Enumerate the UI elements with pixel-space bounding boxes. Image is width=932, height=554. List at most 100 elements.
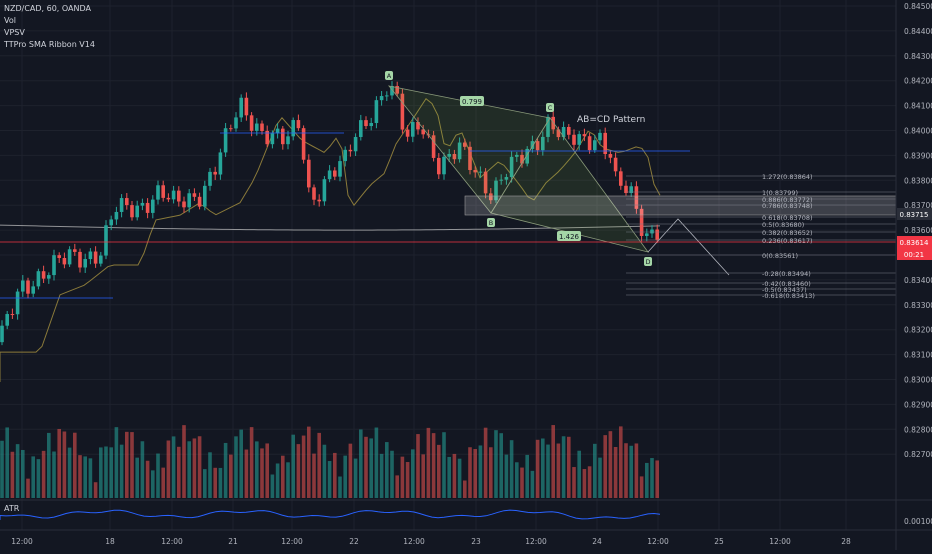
- volume-bar: [655, 460, 659, 498]
- candle-body: [10, 314, 15, 316]
- candle-body: [41, 271, 46, 279]
- volume-bar: [203, 469, 207, 498]
- candle-body: [52, 255, 56, 276]
- atr-tick-label: 0.00100: [904, 517, 932, 526]
- volume-bar: [229, 454, 233, 498]
- candle-body: [353, 137, 358, 152]
- candle-body: [265, 130, 269, 145]
- atr-indicator-label[interactable]: ATR: [4, 504, 20, 513]
- sma-ribbon-line: [0, 97, 661, 382]
- volume-bar: [260, 448, 264, 498]
- fib-level-label: 0.886(0.83772): [762, 196, 813, 204]
- symbol-title[interactable]: NZD/CAD, 60, OANDA: [4, 4, 91, 13]
- volume-bar: [109, 447, 113, 498]
- candle-body: [36, 271, 41, 287]
- volume-bar: [177, 446, 181, 498]
- time-tick-label: 21: [228, 537, 238, 546]
- candle-body: [229, 128, 233, 130]
- candle-body: [0, 325, 4, 343]
- volume-bar: [338, 476, 342, 498]
- candle-body: [286, 136, 290, 145]
- candle-body: [31, 286, 35, 294]
- candle-body: [494, 180, 498, 201]
- volume-bar: [504, 454, 509, 498]
- volume-bar: [104, 446, 108, 498]
- volume-bar: [275, 463, 280, 498]
- price-tick-label: 0.83700: [904, 201, 932, 210]
- candle-body: [390, 86, 394, 96]
- candle-body: [379, 96, 384, 101]
- candle-body: [151, 199, 155, 213]
- price-tick-label: 0.83000: [904, 376, 932, 385]
- vol-indicator-label[interactable]: Vol: [4, 16, 16, 25]
- candle-body: [369, 123, 373, 127]
- volume-bar: [234, 436, 238, 498]
- volume-bar: [171, 436, 176, 498]
- candle-body: [645, 233, 649, 236]
- candle-body: [177, 190, 181, 202]
- candle-body: [135, 205, 139, 218]
- volume-bar: [21, 449, 25, 498]
- volume-bar: [369, 438, 373, 498]
- volume-bar: [182, 425, 186, 498]
- volume-bar: [541, 438, 545, 498]
- time-tick-label: 28: [841, 537, 851, 546]
- candle-body: [203, 185, 207, 207]
- volume-bar: [598, 457, 602, 498]
- candle-body: [639, 208, 644, 236]
- fib-levels[interactable]: 1.272(0.83864)1(0.83799)0.886(0.83772)0.…: [626, 173, 896, 300]
- volume-bar: [135, 457, 139, 498]
- candle-body: [104, 225, 108, 256]
- volume-bar: [125, 431, 129, 498]
- point-a-label: A: [387, 72, 392, 80]
- price-tick-label: 0.84300: [904, 52, 932, 61]
- time-tick-label: 12:00: [525, 537, 547, 546]
- volume-bar: [619, 426, 623, 498]
- candle-body: [15, 291, 20, 315]
- candle-body: [520, 154, 524, 164]
- projection-path: [647, 218, 730, 276]
- volume-bar: [88, 458, 93, 498]
- price-tick-label: 0.83900: [904, 151, 932, 160]
- point-b-marker: [487, 218, 495, 227]
- ratio-bcd-label: 1.426: [559, 233, 580, 241]
- price-tick-label: 0.83200: [904, 326, 932, 335]
- candle-body: [619, 171, 623, 186]
- abcd-pattern[interactable]: A B C D 0.799 1.426 AB=CD Pattern: [0, 71, 897, 299]
- volume-bar: [348, 443, 353, 498]
- fib-level-label: 0.382(0.83652): [762, 229, 813, 237]
- volume-bar: [374, 427, 379, 498]
- volume-bar: [78, 455, 82, 498]
- candle-body: [234, 117, 238, 129]
- volume-bar: [634, 443, 639, 498]
- volume-bar: [197, 436, 202, 498]
- time-tick-label: 22: [349, 537, 359, 546]
- level-price-tag: 0.83715: [900, 211, 929, 219]
- time-tick-label: 12:00: [11, 537, 33, 546]
- ribbon-indicator-label[interactable]: TTPro SMA Ribbon V14: [4, 40, 95, 49]
- vpsv-indicator-label[interactable]: VPSV: [4, 28, 25, 37]
- volume-bar: [192, 438, 197, 498]
- volume-bar: [390, 450, 394, 498]
- candle-body: [478, 171, 483, 173]
- volume-bar: [281, 455, 285, 498]
- legend: NZD/CAD, 60, OANDA Vol VPSV TTPro SMA Ri…: [4, 3, 95, 51]
- price-tick-label: 0.84400: [904, 27, 932, 36]
- long-sma-line: [0, 224, 661, 231]
- point-c-marker: [546, 103, 554, 112]
- candle-body: [395, 86, 399, 94]
- candle-body: [47, 275, 51, 279]
- candle-body: [312, 187, 316, 200]
- ratio-xab-badge: [460, 96, 484, 106]
- candle-body: [244, 97, 249, 116]
- volume-bar: [270, 474, 275, 498]
- candle-body: [629, 186, 633, 194]
- point-b-label: B: [489, 219, 493, 227]
- volume-bar: [437, 444, 441, 498]
- candle-body: [333, 170, 337, 177]
- candle-body: [296, 120, 301, 129]
- volume-bar: [36, 459, 41, 498]
- volume-bar: [530, 470, 535, 498]
